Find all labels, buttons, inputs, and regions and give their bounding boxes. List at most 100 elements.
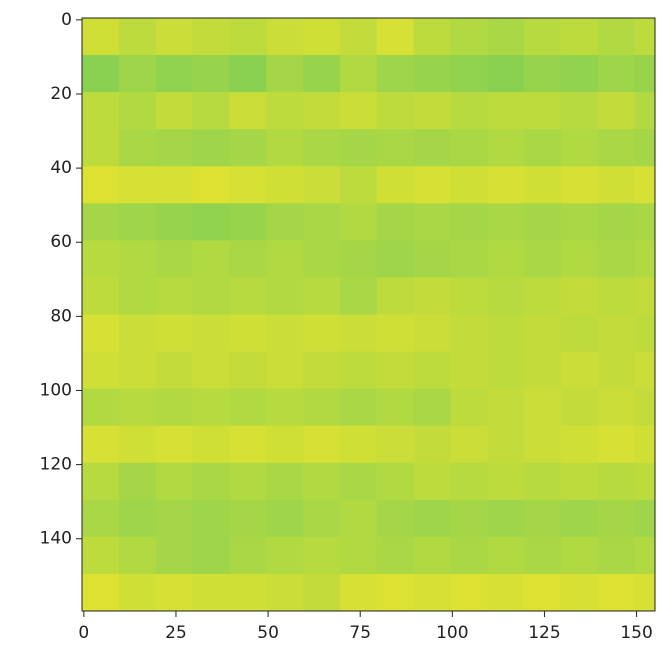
pixel bbox=[266, 129, 304, 167]
pixel bbox=[634, 351, 655, 390]
pixel bbox=[118, 18, 157, 56]
pixel bbox=[155, 499, 194, 538]
pixel bbox=[155, 166, 194, 204]
pixel bbox=[487, 499, 525, 538]
pixel bbox=[118, 314, 157, 353]
pixel bbox=[303, 388, 341, 427]
pixel bbox=[487, 277, 525, 315]
pixel bbox=[450, 425, 488, 464]
pixel bbox=[229, 314, 267, 353]
pixel bbox=[266, 462, 304, 501]
y-tick-label: 120 bbox=[40, 455, 72, 475]
plot-frame bbox=[81, 17, 656, 612]
pixel bbox=[450, 92, 488, 130]
pixel bbox=[597, 462, 636, 501]
pixel bbox=[450, 166, 488, 204]
pixel bbox=[303, 573, 341, 611]
pixel bbox=[561, 388, 599, 427]
pixel bbox=[450, 462, 488, 501]
pixel bbox=[229, 277, 267, 315]
pixel bbox=[413, 499, 451, 538]
pixel bbox=[524, 277, 562, 315]
pixel bbox=[266, 166, 304, 204]
pixel bbox=[155, 573, 194, 611]
pixel bbox=[597, 499, 636, 538]
pixel bbox=[118, 129, 157, 167]
pixel bbox=[487, 240, 525, 278]
pixel bbox=[376, 92, 415, 130]
pixel bbox=[597, 166, 636, 204]
pixel bbox=[266, 536, 304, 575]
x-tick-label: 100 bbox=[436, 623, 468, 642]
pixel bbox=[266, 92, 304, 130]
pixel bbox=[155, 203, 194, 241]
pixel bbox=[561, 314, 599, 353]
pixel bbox=[413, 462, 451, 501]
pixel bbox=[229, 166, 267, 204]
pixel bbox=[339, 240, 378, 278]
pixel bbox=[376, 425, 415, 464]
x-tick-label: 0 bbox=[78, 623, 89, 642]
pixel bbox=[487, 351, 525, 390]
pixel bbox=[155, 462, 194, 501]
pixel bbox=[339, 203, 378, 241]
pixel bbox=[524, 55, 562, 93]
pixel bbox=[155, 351, 194, 390]
pixel bbox=[82, 351, 120, 390]
pixel bbox=[82, 203, 120, 241]
pixel bbox=[561, 499, 599, 538]
pixel bbox=[597, 203, 636, 241]
x-tick-label: 50 bbox=[257, 623, 279, 642]
pixel bbox=[413, 351, 451, 390]
pixel bbox=[561, 240, 599, 278]
pixel bbox=[376, 203, 415, 241]
pixel bbox=[376, 351, 415, 390]
pixel bbox=[266, 277, 304, 315]
image bbox=[82, 18, 655, 611]
pixel bbox=[192, 573, 230, 611]
pixel bbox=[524, 129, 562, 167]
pixel bbox=[634, 462, 655, 501]
pixel bbox=[561, 351, 599, 390]
y-tick-label: 40 bbox=[50, 158, 72, 178]
pixel bbox=[155, 55, 194, 93]
pixel bbox=[82, 425, 120, 464]
pixel bbox=[303, 166, 341, 204]
pixel bbox=[266, 314, 304, 353]
pixel bbox=[303, 462, 341, 501]
pixel bbox=[561, 462, 599, 501]
pixel bbox=[118, 166, 157, 204]
pixel bbox=[303, 499, 341, 538]
pixel bbox=[82, 277, 120, 315]
pixel bbox=[266, 240, 304, 278]
pixel bbox=[82, 314, 120, 353]
pixel bbox=[597, 388, 636, 427]
pixel bbox=[339, 166, 378, 204]
pixel bbox=[192, 203, 230, 241]
pixel bbox=[118, 462, 157, 501]
pixel bbox=[339, 351, 378, 390]
pixel bbox=[82, 166, 120, 204]
pixel bbox=[634, 573, 655, 611]
pixel bbox=[487, 55, 525, 93]
pixel bbox=[561, 129, 599, 167]
pixel bbox=[376, 462, 415, 501]
pixel bbox=[118, 55, 157, 93]
pixel bbox=[561, 573, 599, 611]
pixel bbox=[561, 277, 599, 315]
pixel bbox=[155, 536, 194, 575]
pixel bbox=[303, 18, 341, 56]
pixel bbox=[597, 314, 636, 353]
pixel bbox=[487, 573, 525, 611]
pixel bbox=[450, 203, 488, 241]
pixel bbox=[561, 55, 599, 93]
pixel bbox=[303, 536, 341, 575]
pixel bbox=[82, 240, 120, 278]
pixel bbox=[303, 351, 341, 390]
pixel bbox=[303, 277, 341, 315]
pixel bbox=[229, 92, 267, 130]
pixel bbox=[413, 18, 451, 56]
pixel bbox=[376, 573, 415, 611]
pixel bbox=[229, 129, 267, 167]
pixel bbox=[524, 314, 562, 353]
